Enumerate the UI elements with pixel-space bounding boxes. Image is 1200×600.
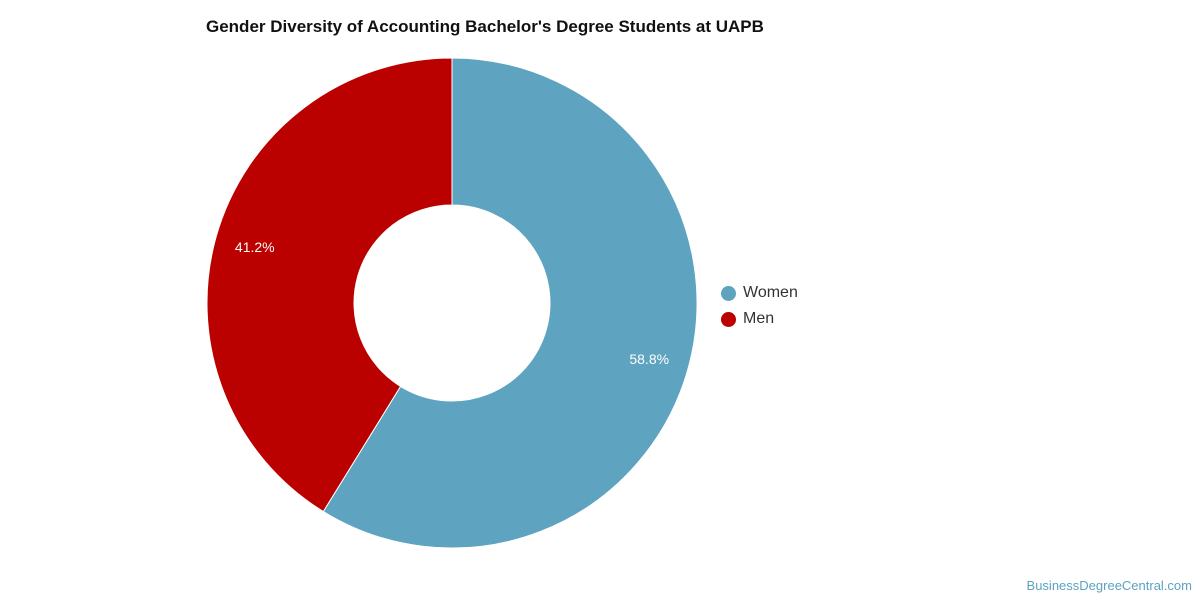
slice-men xyxy=(206,57,453,513)
watermark: BusinessDegreeCentral.com xyxy=(1026,578,1192,593)
legend-swatch xyxy=(721,285,736,301)
legend-item-women[interactable]: Women xyxy=(721,280,798,306)
slice-label-men: 41.2% xyxy=(235,239,275,255)
legend: Women Men xyxy=(721,280,798,332)
chart-title: Gender Diversity of Accounting Bachelor'… xyxy=(206,17,764,36)
legend-label: Men xyxy=(743,310,775,327)
legend-swatch xyxy=(721,311,736,327)
legend-label: Women xyxy=(743,284,798,301)
slice-women xyxy=(322,57,698,549)
slice-label-women: 58.8% xyxy=(629,351,669,367)
legend-item-men[interactable]: Men xyxy=(721,306,798,332)
